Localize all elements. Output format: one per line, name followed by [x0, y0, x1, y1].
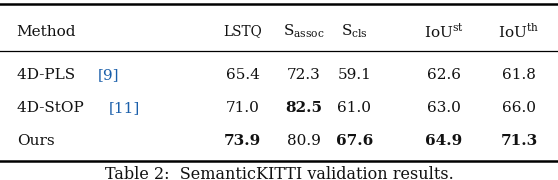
Text: S$_{\mathregular{cls}}$: S$_{\mathregular{cls}}$ — [341, 23, 368, 40]
Text: 80.9: 80.9 — [287, 134, 321, 148]
Text: Table 2:  SemanticKITTI validation results.: Table 2: SemanticKITTI validation result… — [105, 166, 453, 180]
Text: 66.0: 66.0 — [502, 101, 536, 115]
Text: [9]: [9] — [98, 68, 119, 82]
Text: IoU$^{\mathregular{th}}$: IoU$^{\mathregular{th}}$ — [498, 22, 540, 41]
Text: IoU$^{\mathregular{st}}$: IoU$^{\mathregular{st}}$ — [424, 22, 464, 41]
Text: 71.3: 71.3 — [501, 134, 537, 148]
Text: Ours: Ours — [17, 134, 54, 148]
Text: 62.6: 62.6 — [427, 68, 460, 82]
Text: Method: Method — [17, 24, 76, 39]
Text: 71.0: 71.0 — [226, 101, 259, 115]
Text: 72.3: 72.3 — [287, 68, 321, 82]
Text: 64.9: 64.9 — [425, 134, 462, 148]
Text: 67.6: 67.6 — [336, 134, 373, 148]
Text: 63.0: 63.0 — [427, 101, 460, 115]
Text: 61.8: 61.8 — [502, 68, 536, 82]
Text: S$_{\mathregular{assoc}}$: S$_{\mathregular{assoc}}$ — [283, 23, 325, 40]
Text: [11]: [11] — [109, 101, 141, 115]
Text: 61.0: 61.0 — [338, 101, 371, 115]
Text: 73.9: 73.9 — [224, 134, 261, 148]
Text: 65.4: 65.4 — [226, 68, 259, 82]
Text: 82.5: 82.5 — [286, 101, 323, 115]
Text: LSTQ: LSTQ — [223, 24, 262, 39]
Text: 59.1: 59.1 — [338, 68, 371, 82]
Text: 4D-StOP: 4D-StOP — [17, 101, 88, 115]
Text: 4D-PLS: 4D-PLS — [17, 68, 80, 82]
